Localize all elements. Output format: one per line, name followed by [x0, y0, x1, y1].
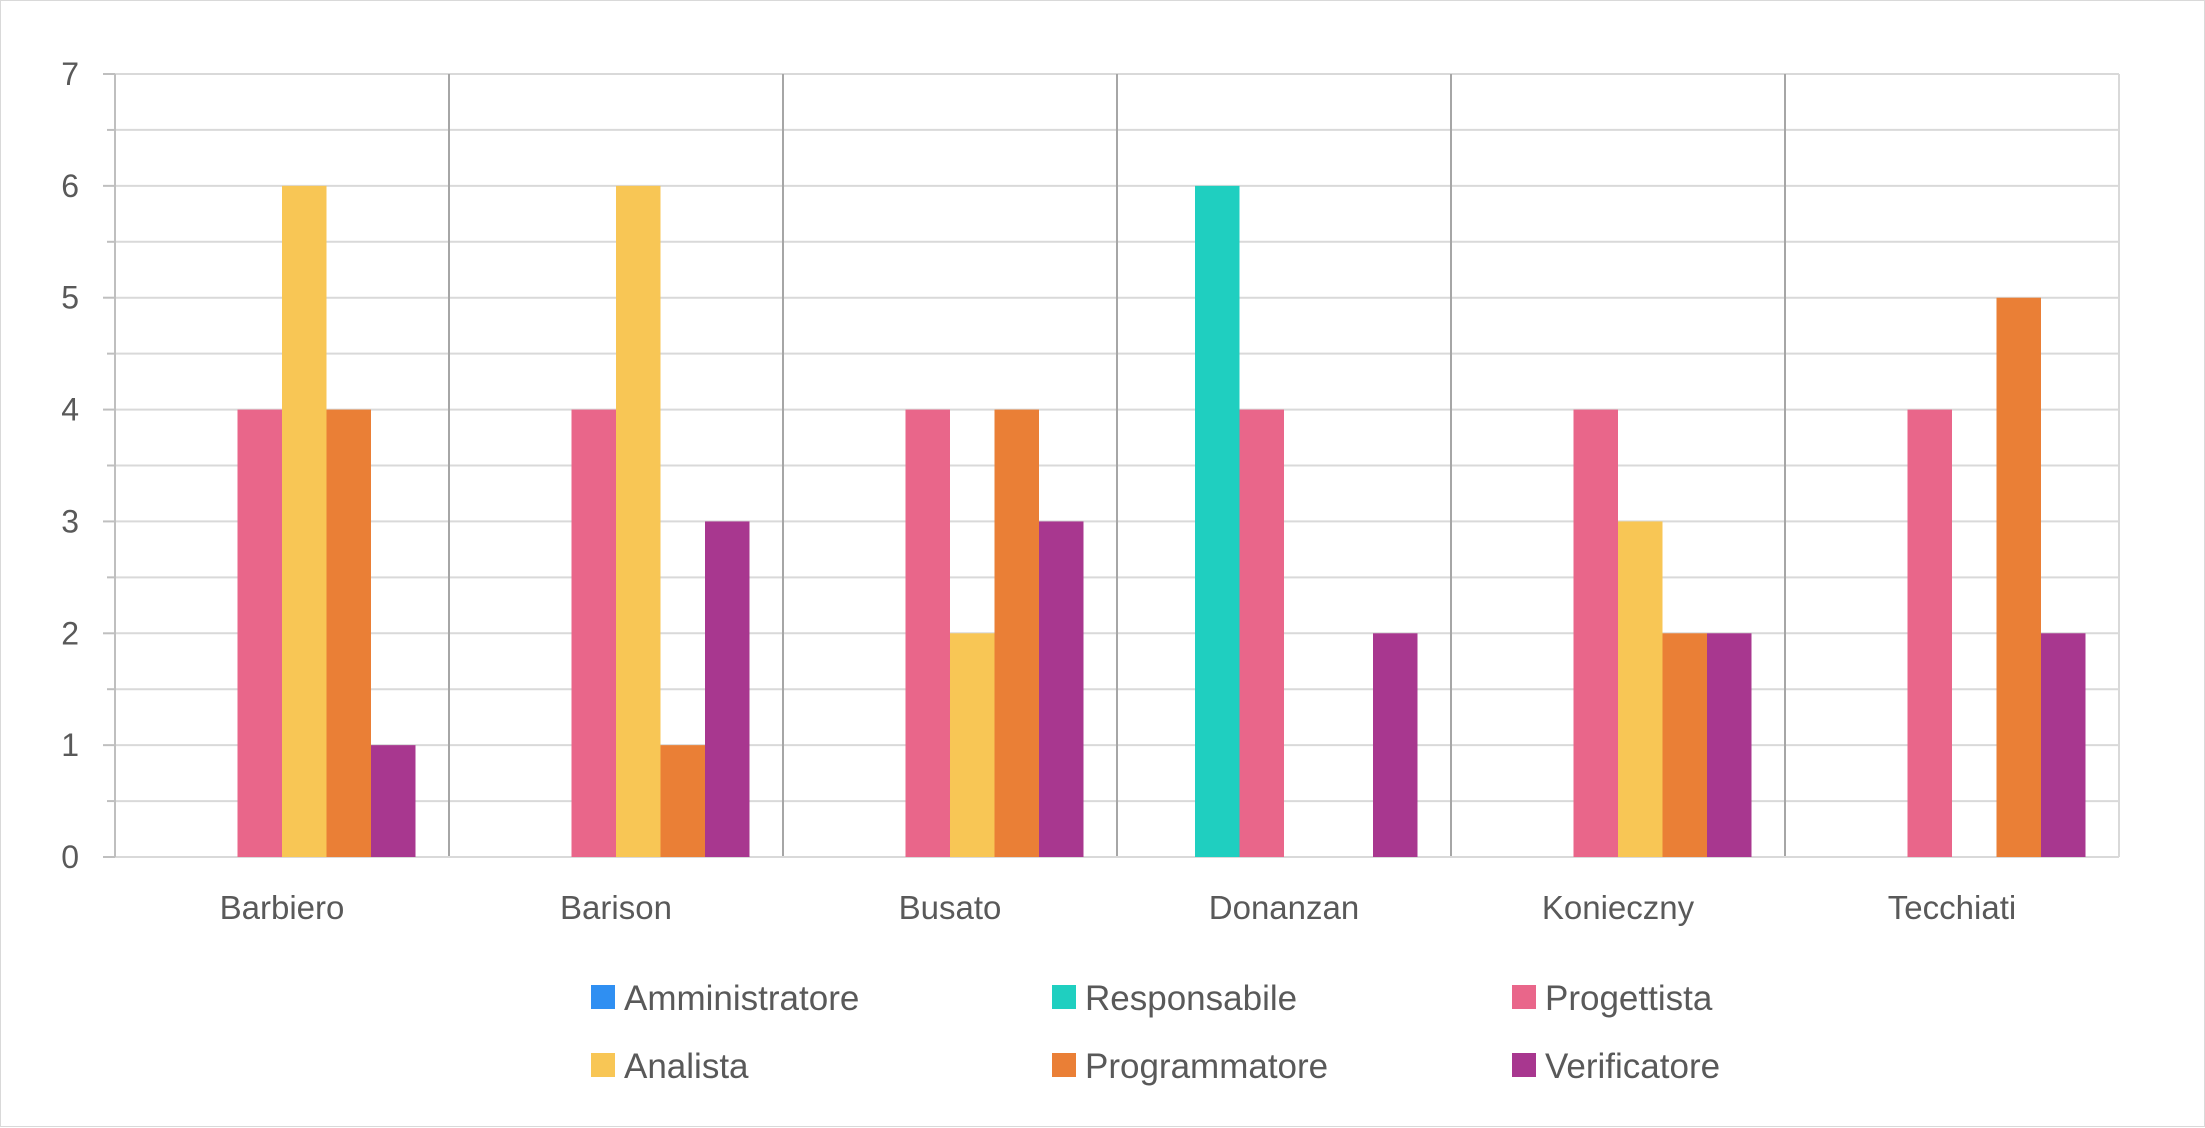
legend-label-programmatore: Programmatore [1085, 1047, 1328, 1086]
y-tick-label: 5 [61, 280, 79, 316]
legend-swatch-verificatore [1512, 1053, 1536, 1077]
x-category-label: Barison [560, 889, 672, 926]
legend-label-progettista: Progettista [1545, 979, 1713, 1018]
bar-progettista-barbiero [237, 409, 282, 857]
bar-progettista-tecchiati [1907, 409, 1952, 857]
bar-programmatore-konieczny [1662, 633, 1707, 857]
bar-programmatore-barison [660, 745, 705, 857]
bar-progettista-busato [905, 409, 950, 857]
x-category-label: Busato [899, 889, 1002, 926]
x-category-label: Donanzan [1209, 889, 1359, 926]
legend-swatch-progettista [1512, 985, 1536, 1009]
bar-verificatore-busato [1039, 521, 1084, 857]
legend-swatch-amministratore [591, 985, 615, 1009]
legend: Amministratore Responsabile Progettista Ana… [591, 979, 1720, 1086]
y-tick-label: 1 [61, 727, 79, 763]
legend-label-amministratore: Amministratore [624, 979, 859, 1018]
category-separators [115, 74, 2120, 858]
y-tick-label: 3 [61, 503, 79, 539]
bar-programmatore-tecchiati [1996, 297, 2041, 857]
bar-progettista-donanzan [1239, 409, 1284, 857]
bar-progettista-barison [571, 409, 616, 857]
y-tick-label: 2 [61, 615, 79, 651]
bars [237, 185, 2086, 857]
y-tick-label: 0 [61, 839, 79, 875]
y-tick-label: 7 [61, 56, 79, 92]
bar-analista-busato [950, 633, 995, 857]
bar-analista-konieczny [1618, 521, 1663, 857]
legend-label-verificatore: Verificatore [1545, 1047, 1720, 1086]
bar-programmatore-busato [994, 409, 1039, 857]
bar-verificatore-barbiero [371, 745, 416, 857]
bar-verificatore-konieczny [1707, 633, 1752, 857]
bar-verificatore-barison [705, 521, 750, 857]
bar-verificatore-tecchiati [2041, 633, 2086, 857]
x-category-label: Tecchiati [1888, 889, 2016, 926]
legend-label-responsabile: Responsabile [1085, 979, 1297, 1018]
bar-progettista-konieczny [1573, 409, 1618, 857]
x-axis-labels: Barbiero Barison Busato Donanzan Konieczny Te… [220, 889, 2017, 926]
legend-swatch-analista [591, 1053, 615, 1077]
x-category-label: Barbiero [220, 889, 345, 926]
legend-label-analista: Analista [624, 1047, 749, 1086]
bar-analista-barison [616, 185, 661, 857]
y-axis: 0 1 2 3 4 5 6 7 [61, 56, 116, 875]
legend-swatch-programmatore [1052, 1053, 1076, 1077]
bar-analista-barbiero [282, 185, 327, 857]
bar-verificatore-donanzan [1373, 633, 1418, 857]
bar-responsabile-donanzan [1195, 185, 1240, 857]
bar-programmatore-barbiero [326, 409, 371, 857]
y-tick-label: 4 [61, 392, 79, 428]
legend-swatch-responsabile [1052, 985, 1076, 1009]
y-tick-label: 6 [61, 168, 79, 204]
x-category-label: Konieczny [1542, 889, 1695, 926]
